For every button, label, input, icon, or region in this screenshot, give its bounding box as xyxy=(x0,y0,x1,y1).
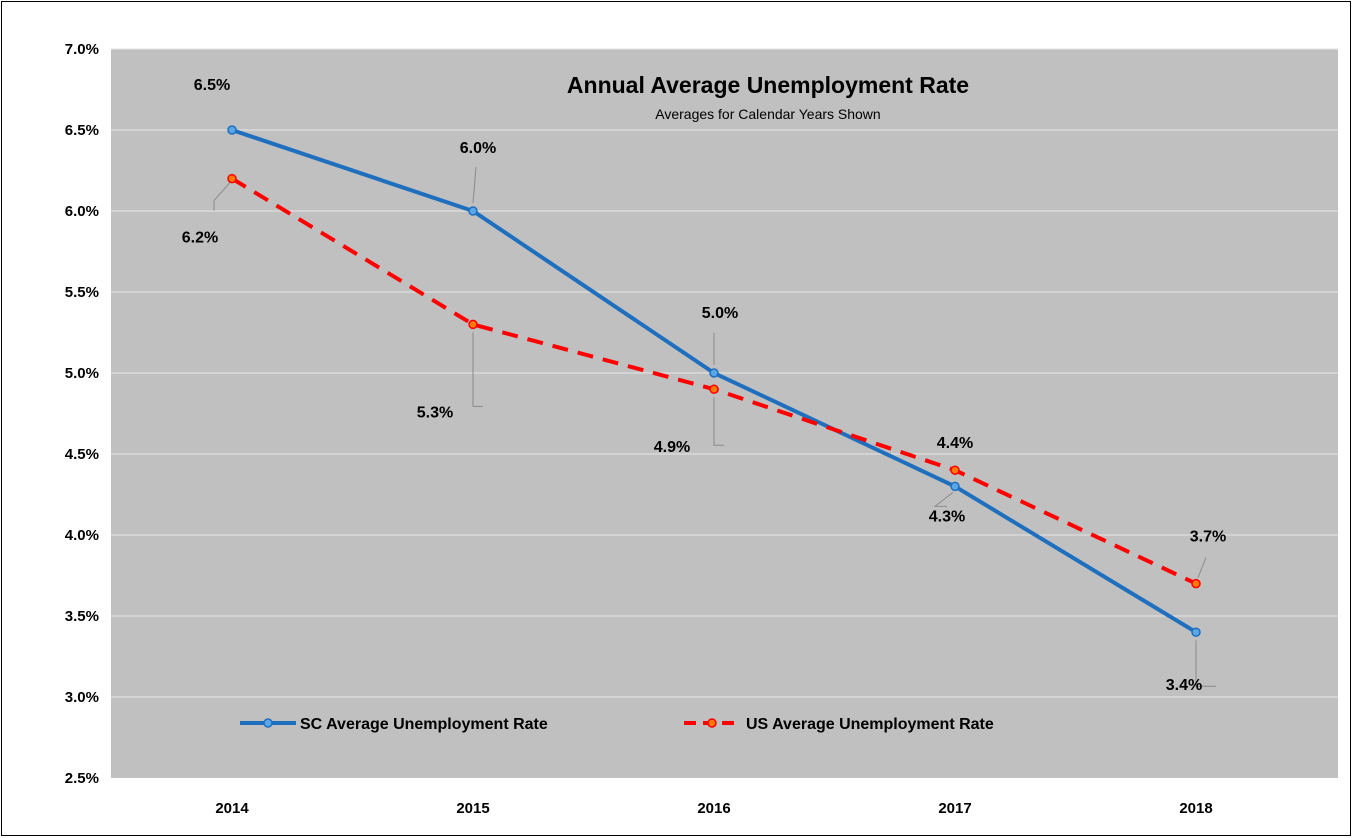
leader-line xyxy=(472,332,483,407)
leader-line xyxy=(1197,557,1207,578)
chart-title: Annual Average Unemployment Rate xyxy=(567,72,969,98)
data-label-sc: 6.5% xyxy=(194,77,230,94)
legend-sc-marker xyxy=(263,718,273,728)
data-point-us xyxy=(227,173,237,184)
x-tick-label: 2015 xyxy=(456,800,489,817)
y-tick-label: 4.5% xyxy=(65,446,99,463)
data-label-us: 4.4% xyxy=(937,435,973,452)
data-point-us xyxy=(1191,578,1201,589)
data-label-sc: 4.3% xyxy=(929,508,965,525)
chart-subtitle: Averages for Calendar Years Shown xyxy=(655,106,880,122)
gridlines xyxy=(111,48,1338,698)
y-axis-tick-labels: 2.5% 3.0% 3.5% 4.0% 4.5% 5.0% 5.5% 6.0% 6.5% 7.0% xyxy=(65,41,99,787)
y-tick-label: 7.0% xyxy=(65,41,99,58)
y-tick-label: 2.5% xyxy=(65,770,99,787)
legend-us-label: US Average Unemployment Rate xyxy=(746,716,994,733)
leader-line xyxy=(213,182,231,211)
data-labels: 6.5% 6.0% 5.0% 4.3% 3.4% 6.2% 5.3% 4.9% 4.4% 3.7% xyxy=(182,77,1226,694)
data-label-sc: 5.0% xyxy=(702,305,738,322)
leader-line xyxy=(713,397,724,446)
legend: SC Average Unemployment Rate US Average … xyxy=(240,716,994,733)
data-point-sc xyxy=(1191,627,1201,637)
y-tick-label: 6.0% xyxy=(65,203,99,220)
data-label-us: 5.3% xyxy=(417,404,453,421)
leader-line xyxy=(933,492,954,507)
plot-area xyxy=(111,49,1338,778)
leader-line xyxy=(472,166,477,204)
legend-sc-label: SC Average Unemployment Rate xyxy=(300,716,548,733)
data-label-sc: 6.0% xyxy=(460,140,496,157)
x-tick-label: 2016 xyxy=(697,800,730,817)
y-tick-label: 5.0% xyxy=(65,365,99,382)
series-lines xyxy=(227,125,1201,637)
data-point-us xyxy=(950,465,960,475)
data-label-us: 6.2% xyxy=(182,230,218,247)
x-axis-tick-labels: 2014 2015 2016 2017 2018 xyxy=(215,800,1212,817)
leader-line xyxy=(1195,640,1216,687)
x-tick-label: 2014 xyxy=(215,800,249,817)
label-leader-lines xyxy=(213,166,1216,687)
y-tick-label: 3.0% xyxy=(65,689,99,706)
y-tick-label: 6.5% xyxy=(65,122,99,139)
data-point-sc xyxy=(468,206,478,216)
data-label-us: 4.9% xyxy=(654,439,690,456)
data-point-sc xyxy=(950,481,960,492)
data-label-sc: 3.4% xyxy=(1166,677,1202,694)
legend-us-marker xyxy=(707,718,717,728)
y-tick-label: 4.0% xyxy=(65,527,99,544)
x-tick-label: 2018 xyxy=(1179,800,1212,817)
y-tick-label: 5.5% xyxy=(65,284,99,301)
x-tick-label: 2017 xyxy=(938,800,971,817)
data-point-sc xyxy=(227,125,237,135)
data-point-us xyxy=(468,319,478,330)
data-label-us: 3.7% xyxy=(1190,529,1226,546)
data-point-sc xyxy=(709,368,719,378)
y-tick-label: 3.5% xyxy=(65,608,99,625)
data-point-us xyxy=(709,384,719,394)
